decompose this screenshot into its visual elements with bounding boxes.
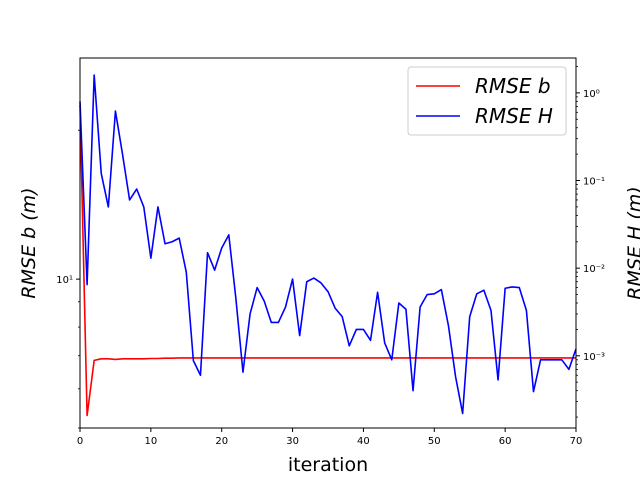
x-tick-label: 60: [499, 436, 512, 447]
right-tick-label: 10⁰: [583, 89, 600, 100]
series-layer: [79, 74, 577, 417]
right-axis-label: RMSE H (m): [624, 186, 640, 299]
legend-label-rmse-h: RMSE H: [475, 104, 553, 128]
x-tick-label: 10: [144, 436, 157, 447]
right-tick-label: 10⁻²: [583, 264, 605, 275]
legend-label-rmse-b: RMSE b: [475, 74, 551, 98]
x-tick-label: 0: [77, 436, 83, 447]
right-tick-label: 10⁻³: [583, 352, 605, 363]
right-axis-ticks: 10⁻³ 10⁻² 10⁻¹ 10⁰: [576, 66, 605, 418]
right-tick-label: 10⁻¹: [583, 177, 605, 188]
x-tick-label: 40: [357, 436, 370, 447]
x-tick-label: 50: [428, 436, 441, 447]
legend: RMSE b RMSE H: [407, 66, 567, 136]
x-tick-label: 70: [570, 436, 583, 447]
legend-box: [407, 66, 567, 136]
x-axis-label: iteration: [288, 454, 368, 476]
left-axis-label: RMSE b (m): [18, 187, 40, 298]
x-axis-ticks: 0 10 20 30 40 50 60 70: [77, 428, 583, 447]
plot-frame: [79, 57, 577, 429]
left-tick-label: 10¹: [56, 275, 73, 286]
series-line-rmse-h: [79, 74, 577, 415]
series-line-rmse-b: [79, 104, 576, 417]
left-axis-ticks: 10¹: [56, 129, 80, 429]
x-tick-label: 20: [215, 436, 228, 447]
x-tick-label: 30: [286, 436, 299, 447]
